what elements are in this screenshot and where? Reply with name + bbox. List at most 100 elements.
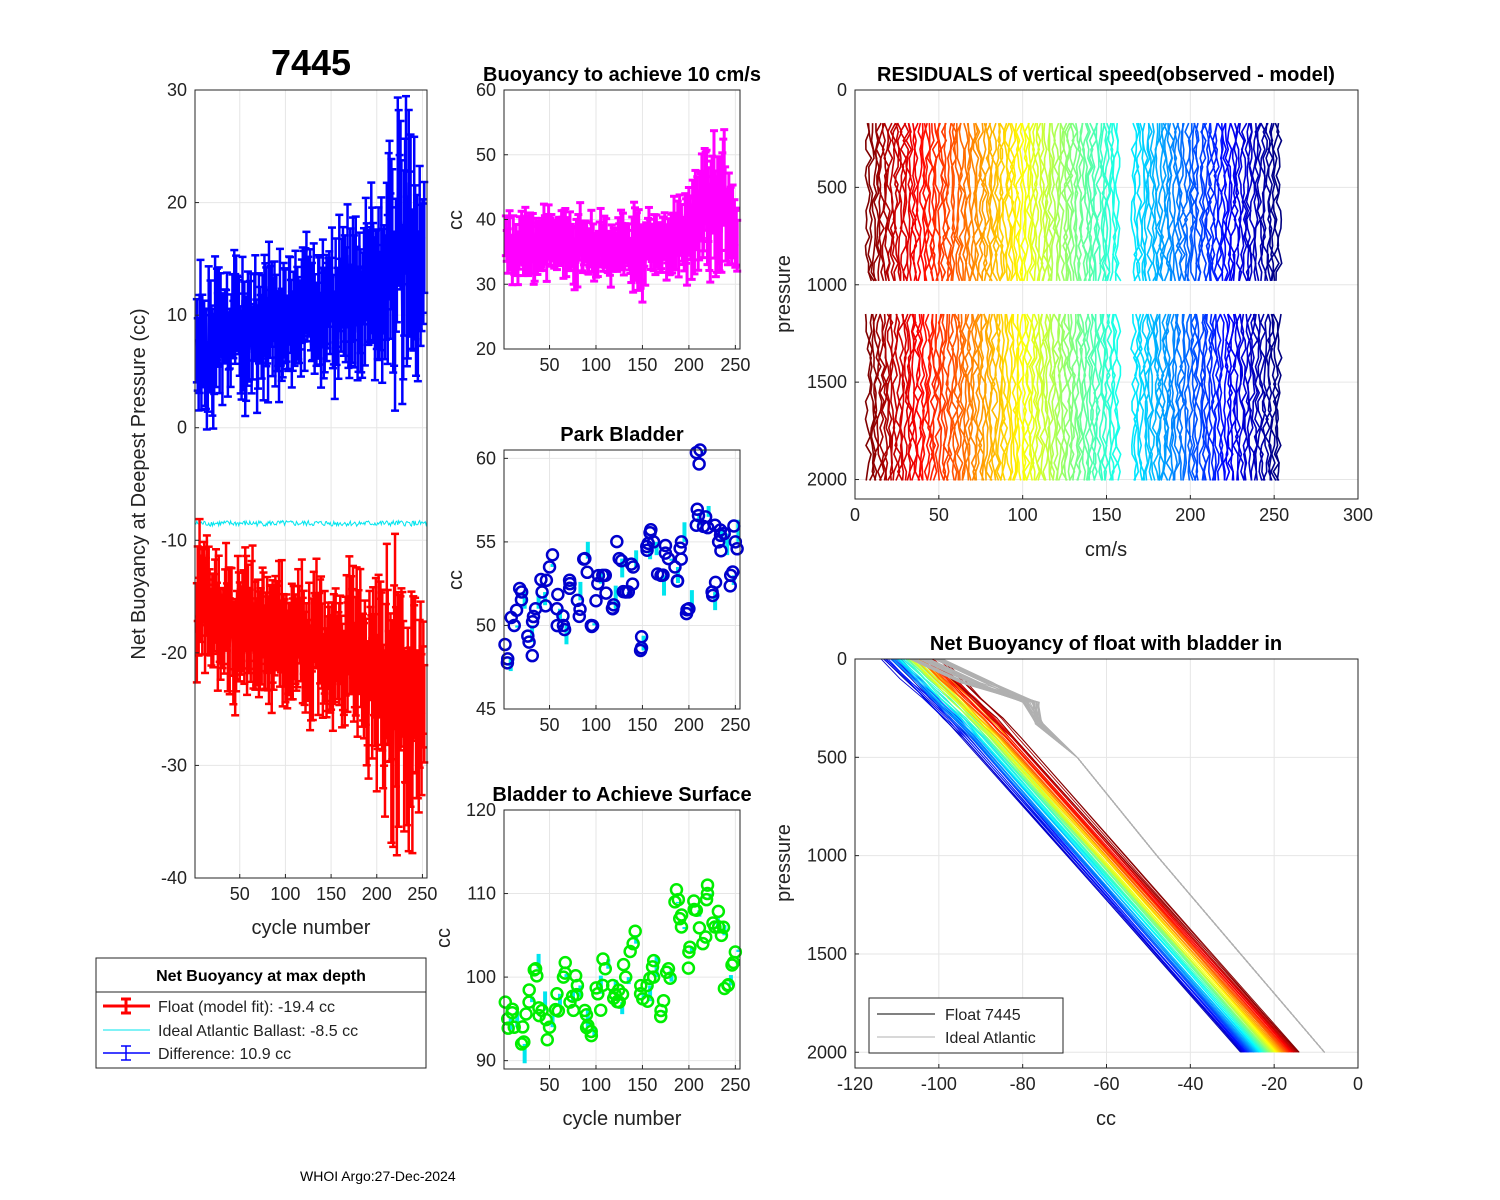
x-tick-label: 200 — [674, 715, 704, 735]
float-profile — [906, 658, 1270, 1053]
data-point — [596, 952, 610, 966]
data-point — [708, 575, 723, 590]
float-profile — [885, 658, 1247, 1053]
residual-profile — [1219, 123, 1226, 281]
data-point — [727, 519, 741, 533]
residual-profile — [1030, 313, 1039, 481]
y-tick-label: 120 — [466, 800, 496, 820]
residual-profile — [929, 123, 936, 282]
data-point — [556, 609, 570, 623]
residual-profile — [969, 123, 977, 282]
residual-profile — [902, 313, 910, 481]
residual-profile — [1190, 313, 1197, 481]
x-tick-label: 250 — [407, 884, 437, 904]
x-tick-label: 250 — [1259, 505, 1289, 525]
plot-area — [498, 878, 743, 1064]
residual-profile — [1060, 313, 1069, 481]
data-point — [711, 920, 726, 934]
tick-labels: -120 -100 -80 -60 -40 -20 0 0 500 1000 1500 2000 — [807, 649, 1363, 1094]
data-point — [557, 622, 572, 637]
residual-profile — [1098, 122, 1106, 282]
y-tick-label: 2000 — [807, 470, 847, 490]
residual-profile — [1234, 122, 1243, 282]
residual-profile — [907, 122, 915, 282]
data-point — [535, 585, 549, 599]
x-tick-label: 100 — [581, 1075, 611, 1095]
x-tick-label: 50 — [230, 884, 250, 904]
panel-bladder-surface: 50 100 150 200 250 90 100 110 120 Bladder to Ach… — [433, 784, 752, 1130]
data-point — [674, 908, 689, 922]
plot-area — [192, 94, 429, 857]
y-tick-label: 1000 — [807, 846, 847, 866]
residual-profile — [929, 313, 937, 481]
residual-profile — [1042, 123, 1050, 282]
data-point — [521, 629, 535, 643]
data-point — [577, 552, 591, 566]
panel-net-buoyancy-bladder: -120 -100 -80 -60 -40 -20 0 0 500 1000 1500 2000 Ne… — [773, 633, 1363, 1130]
residual-profile — [937, 313, 945, 481]
residual-profile — [918, 313, 926, 481]
residual-profile — [1036, 122, 1044, 281]
residual-profile — [1266, 313, 1274, 481]
y-tick-label: -20 — [161, 643, 187, 663]
x-tick-label: 0 — [850, 505, 860, 525]
y-axis-label: cc — [433, 928, 455, 948]
residual-profile — [1074, 122, 1082, 281]
y-tick-label: 100 — [466, 967, 496, 987]
residual-profile — [1216, 122, 1224, 282]
residual-profile — [889, 313, 896, 481]
float-profile — [899, 658, 1263, 1053]
residual-profile — [1069, 122, 1075, 281]
tick-labels: 50 100 150 200 250 90 100 110 120 — [466, 800, 750, 1095]
x-tick-label: -40 — [1177, 1074, 1203, 1094]
residual-profile — [1106, 122, 1114, 282]
residual-profile — [1232, 122, 1240, 281]
data-point — [681, 961, 696, 975]
y-tick-label: 0 — [837, 80, 847, 100]
chart-title: RESIDUALS of vertical speed(observed - m… — [877, 64, 1335, 86]
y-tick-label: 110 — [467, 884, 496, 904]
residual-profile — [1001, 122, 1009, 281]
residual-profile — [1216, 313, 1224, 481]
x-tick-label: -20 — [1261, 1074, 1287, 1094]
residual-profile — [1012, 122, 1020, 281]
y-tick-label: 2000 — [807, 1042, 847, 1062]
data-point — [580, 565, 594, 580]
residual-profile — [1144, 313, 1152, 481]
float-profile — [901, 658, 1264, 1053]
residual-profile — [921, 313, 928, 481]
residual-profile — [1047, 313, 1055, 481]
residual-profile — [1135, 122, 1144, 282]
residual-profile — [1203, 122, 1211, 282]
residual-profile — [964, 122, 972, 282]
float-profile — [910, 658, 1275, 1053]
data-point — [616, 957, 631, 972]
residual-profile — [1199, 122, 1208, 282]
data-point — [570, 593, 585, 608]
data-point — [626, 936, 640, 951]
residual-profile — [1087, 313, 1095, 481]
panel-park-bladder: 50 100 150 200 250 45 50 55 60 Park Bladder cc — [445, 424, 750, 735]
residual-profile — [1079, 122, 1087, 281]
y-tick-label: 0 — [837, 649, 847, 669]
data-point — [713, 528, 728, 543]
float-profile — [941, 658, 1300, 1053]
float-profile — [914, 658, 1281, 1053]
data-point — [512, 581, 527, 596]
y-axis-label: Net Buoyancy at Deepest Pressure (cc) — [128, 308, 150, 659]
residual-profile — [1130, 122, 1138, 282]
data-point — [573, 602, 587, 616]
residual-profile — [1243, 122, 1250, 281]
residual-profile — [1006, 122, 1015, 282]
float-profile — [904, 658, 1266, 1053]
residual-profile — [1187, 313, 1195, 481]
y-tick-label: 1500 — [807, 944, 847, 964]
residual-profile — [1136, 313, 1143, 481]
data-point — [596, 568, 610, 583]
x-tick-label: 250 — [720, 715, 750, 735]
residual-profile — [1004, 313, 1012, 481]
plot-area — [498, 443, 744, 672]
data-point — [551, 587, 565, 602]
y-tick-label: 60 — [476, 80, 496, 100]
x-tick-label: -60 — [1093, 1074, 1119, 1094]
